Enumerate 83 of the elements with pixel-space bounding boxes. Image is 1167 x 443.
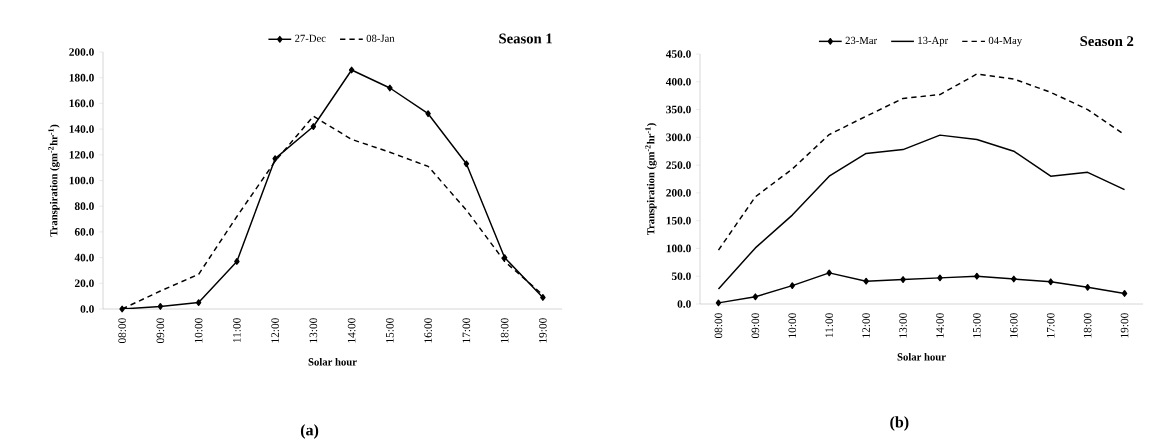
point <box>1084 283 1091 291</box>
y-tick-label: 250.0 <box>666 161 691 169</box>
legend-label: 23-Mar <box>845 36 877 44</box>
text: (b) <box>890 416 909 431</box>
x-tick-label: 14:00 <box>936 313 944 338</box>
point <box>157 302 164 310</box>
x-tick-label: 17:00 <box>1046 313 1055 338</box>
y-tick-label: 180.0 <box>69 73 94 82</box>
x-tick-label: 15:00 <box>973 313 981 338</box>
x-tick-label: 11:00 <box>825 313 834 338</box>
point <box>1011 275 1017 283</box>
y-tick-label: 100.0 <box>666 244 691 253</box>
x-tick-label: 13:00 <box>309 318 318 343</box>
point <box>863 277 869 285</box>
point <box>348 66 355 74</box>
y-tick-label: 0.0 <box>677 300 691 308</box>
point <box>310 123 317 130</box>
x-tick-label: 18:00 <box>500 318 509 343</box>
x-tick-label: 08:00 <box>118 318 126 344</box>
x-tick-label: 09:00 <box>751 313 760 339</box>
x-tick-label: 16:00 <box>424 318 432 343</box>
point <box>974 272 980 280</box>
point <box>119 305 125 313</box>
text: (a) <box>300 424 319 439</box>
y-tick-label: 120.0 <box>69 150 94 159</box>
x-tick-label: 15:00 <box>386 318 394 343</box>
x-tick-label: 19:00 <box>539 318 547 343</box>
y-tick-label: 300.0 <box>666 133 691 142</box>
point <box>715 299 722 307</box>
point <box>826 269 832 277</box>
y-tick-label: 450.0 <box>665 50 691 58</box>
y-tick-label: 400.0 <box>665 77 691 86</box>
y-tick-label: 100.0 <box>69 176 94 185</box>
y-tick-label: 50.0 <box>671 272 691 280</box>
x-tick-label: 17:00 <box>462 318 471 343</box>
x-tick-label: 14:00 <box>347 318 356 343</box>
x-tick-label: 16:00 <box>1009 313 1018 338</box>
x-tick-label: 09:00 <box>156 318 165 344</box>
legend-label: 13-Apr <box>918 36 949 47</box>
x-axis-title: Solar hour <box>897 352 946 361</box>
y-tick-label: 350.0 <box>666 105 691 114</box>
y-axis-title: Transpiration (gm$^{-2}$hr$^{-1}$) <box>48 124 60 237</box>
x-tick-label: 13:00 <box>899 313 907 338</box>
point <box>540 293 546 301</box>
x-tick-label: 08:00 <box>714 313 723 339</box>
point <box>1047 278 1054 286</box>
x-tick-label: 10:00 <box>194 318 203 343</box>
y-tick-label: 80.0 <box>74 202 94 210</box>
point <box>937 274 943 282</box>
x-tick-label: 12:00 <box>862 313 870 338</box>
chart-title: Season 2 <box>1080 36 1134 46</box>
y-tick-label: 200.0 <box>69 48 94 56</box>
y-tick-label: 20.0 <box>74 279 94 288</box>
y-tick-label: 40.0 <box>74 253 94 262</box>
x-tick-label: 18:00 <box>1083 313 1092 338</box>
x-tick-label: 12:00 <box>271 318 279 343</box>
y-tick-label: 140.0 <box>69 125 94 133</box>
point <box>272 155 278 162</box>
legend-label: 27-Dec <box>295 34 326 42</box>
point <box>501 254 508 261</box>
chart-title: Season 1 <box>499 33 552 44</box>
legend-label: 04-May <box>988 36 1023 47</box>
point <box>463 160 470 168</box>
point <box>752 293 759 301</box>
point <box>789 282 796 289</box>
x-tick-label: 11:00 <box>233 318 241 343</box>
x-axis-title: Solar hour <box>308 357 357 366</box>
x-tick-label: 19:00 <box>1120 313 1129 338</box>
point <box>195 299 202 306</box>
y-axis-title: Transpiration (gm$^{-2}$hr$^{-1}$) <box>645 123 657 236</box>
point <box>387 84 393 92</box>
line-series <box>717 134 1126 290</box>
x-tick-label: 10:00 <box>788 313 797 338</box>
y-tick-label: 60.0 <box>74 227 94 236</box>
point <box>1121 289 1128 297</box>
point <box>234 257 240 265</box>
y-tick-label: 160.0 <box>69 99 94 108</box>
y-tick-label: 0.0 <box>80 305 94 313</box>
legend-label: 08-Jan <box>366 34 395 42</box>
point <box>425 110 431 118</box>
y-tick-label: 150.0 <box>666 216 691 225</box>
y-tick-label: 200.0 <box>666 188 691 197</box>
point <box>900 276 906 283</box>
